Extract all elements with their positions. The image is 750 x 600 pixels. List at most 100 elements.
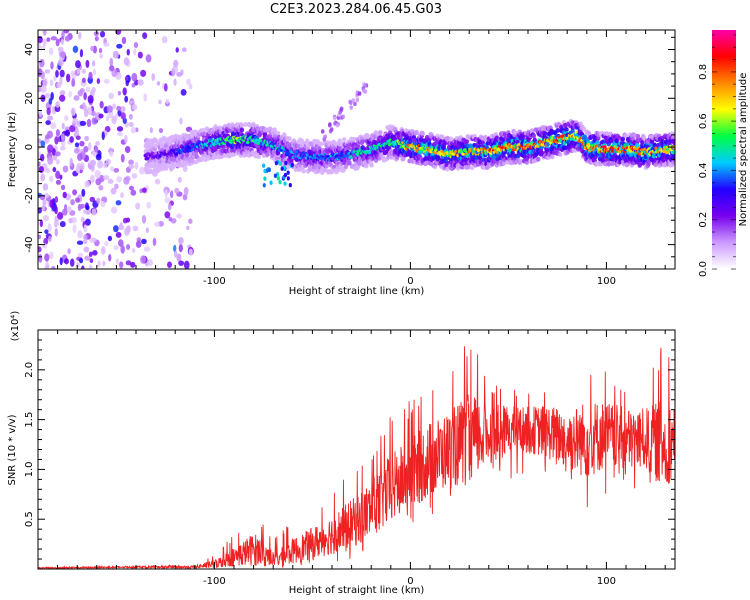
noise-cell	[140, 255, 146, 264]
noise-cell	[75, 165, 80, 174]
noise-cell	[44, 253, 50, 262]
noise-cell	[38, 161, 41, 167]
noise-cell	[40, 71, 45, 80]
ridge-halo-cell	[243, 122, 248, 127]
ridge-halo-cell	[231, 151, 237, 157]
noise-cell	[124, 95, 129, 103]
noise-cell	[82, 238, 88, 244]
noise-cell	[123, 176, 130, 185]
noise-cell	[77, 252, 84, 258]
noise-cell	[88, 264, 93, 269]
noise-cell	[84, 208, 92, 215]
ridge-halo-cell	[287, 136, 292, 142]
dip-cell	[283, 181, 287, 186]
colorbar-fill	[712, 30, 736, 269]
noise-cell	[85, 59, 90, 68]
noise-cell	[131, 248, 136, 253]
noise-cell	[152, 237, 157, 247]
noise-cell	[126, 243, 131, 251]
noise-cell	[142, 32, 148, 40]
noise-cell	[176, 253, 182, 262]
noise-cell	[60, 184, 66, 191]
noise-cell	[76, 240, 84, 245]
noise-cell	[61, 122, 65, 130]
noise-cell	[60, 51, 67, 58]
noise-cell	[77, 230, 83, 239]
noise-cell	[38, 138, 42, 143]
noise-cell	[107, 235, 113, 242]
bottom-y-tick-label: 2.0	[24, 362, 35, 378]
noise-cell	[135, 240, 142, 248]
noise-cell	[130, 261, 136, 268]
noise-cell	[99, 30, 106, 38]
ridge-halo-cell	[671, 133, 675, 138]
noise-cell	[164, 211, 171, 219]
noise-cell	[123, 227, 130, 236]
noise-cell	[42, 30, 47, 36]
noise-cell	[154, 221, 160, 227]
noise-cell	[131, 104, 138, 111]
ridge-halo-cell	[469, 165, 475, 171]
noise-cell	[50, 92, 54, 101]
noise-cell	[147, 259, 154, 267]
spur-cell	[349, 105, 354, 110]
noise-cell	[104, 241, 109, 247]
dip-cell	[290, 162, 294, 168]
noise-cell	[119, 261, 124, 268]
noise-cell	[92, 68, 97, 76]
top-x-tick-label: 100	[597, 276, 616, 287]
noise-cell	[63, 30, 70, 34]
noise-cell	[45, 120, 51, 126]
noise-cell	[44, 69, 51, 74]
noise-cell	[73, 148, 80, 154]
noise-cell	[79, 140, 85, 147]
noise-cell	[47, 144, 54, 153]
noise-cell	[57, 212, 64, 220]
noise-cell	[139, 166, 145, 175]
noise-cell	[99, 100, 104, 109]
noise-cell	[54, 221, 60, 227]
noise-cell	[178, 260, 185, 266]
ridge-halo-cell	[499, 136, 505, 142]
spectrogram-cells	[38, 30, 675, 269]
colorbar: 0.0 0.2 0.4 0.6 0.8 Normalized spectral ampli…	[698, 30, 749, 277]
ridge-halo-cell	[239, 122, 245, 128]
ridge-halo-cell	[301, 168, 306, 174]
noise-cell	[81, 68, 87, 74]
ridge-halo-cell	[378, 130, 383, 135]
dip-cell	[262, 183, 266, 188]
noise-cell	[137, 51, 143, 59]
noise-cell	[158, 128, 164, 134]
bottom-y-axis-title: SNR (10 * v/v)	[7, 414, 18, 485]
ridge-halo-cell	[275, 130, 281, 136]
noise-cell	[96, 78, 101, 84]
noise-cell	[78, 257, 84, 264]
ridge-halo-cell	[543, 131, 548, 136]
noise-cell	[55, 179, 62, 185]
noise-cell	[44, 92, 50, 99]
noise-cell	[49, 251, 54, 260]
noise-cell	[116, 131, 124, 137]
noise-cell	[38, 36, 43, 44]
noise-cell	[116, 105, 122, 111]
noise-cell	[128, 121, 134, 128]
ridge-halo-cell	[483, 134, 488, 140]
noise-cell	[64, 258, 69, 265]
noise-cell	[66, 73, 71, 83]
ridge-halo-cell	[550, 154, 555, 160]
ridge-halo-cell	[222, 153, 228, 158]
noise-cell	[83, 224, 88, 233]
noise-cell	[133, 48, 137, 56]
noise-cell	[114, 183, 119, 190]
noise-cell	[59, 76, 63, 85]
noise-cell	[112, 50, 120, 59]
noise-cell	[122, 87, 127, 96]
noise-cell	[72, 45, 79, 53]
noise-cell	[69, 136, 74, 143]
noise-cell	[67, 248, 71, 255]
noise-cell	[44, 134, 50, 140]
noise-cell	[64, 115, 69, 122]
dip-cell	[280, 166, 284, 171]
noise-cell	[108, 92, 114, 100]
